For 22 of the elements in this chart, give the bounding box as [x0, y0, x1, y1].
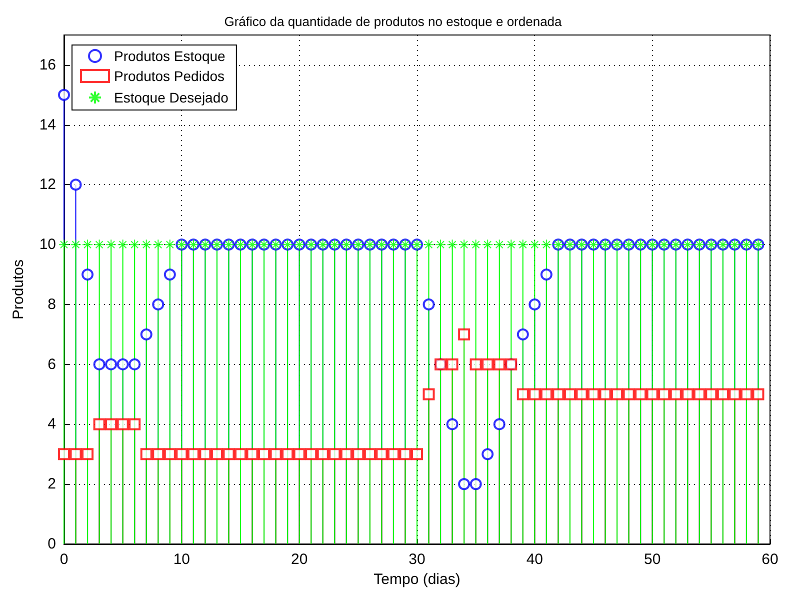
legend-label: Estoque Desejado: [114, 90, 229, 106]
y-tick-label: 2: [48, 476, 56, 493]
x-tick-label: 10: [173, 551, 190, 568]
y-tick-label: 6: [48, 356, 56, 373]
x-tick-label: 50: [644, 551, 661, 568]
y-tick-label: 10: [39, 236, 56, 254]
y-tick-label: 12: [39, 176, 56, 194]
y-axis-title: Produtos: [10, 259, 27, 320]
y-tick-label: 0: [48, 536, 56, 552]
legend-label: Produtos Pedidos: [114, 68, 225, 84]
x-tick-label: 20: [290, 551, 308, 568]
y-tick-label: 16: [39, 56, 56, 74]
y-tick-label: 8: [48, 296, 56, 313]
legend-label: Produtos Estoque: [114, 48, 226, 64]
x-tick-label: 40: [526, 551, 544, 568]
chart-title: Gráfico da quantidade de produtos no estoque e ordenada: [224, 14, 563, 29]
x-axis-title: Tempo (dias): [374, 570, 460, 588]
y-tick-label: 4: [48, 416, 56, 433]
x-tick-label: 30: [408, 551, 426, 568]
x-tick-label: 0: [60, 551, 68, 568]
x-tick-label: 60: [762, 551, 778, 568]
y-tick-label: 14: [39, 116, 56, 134]
